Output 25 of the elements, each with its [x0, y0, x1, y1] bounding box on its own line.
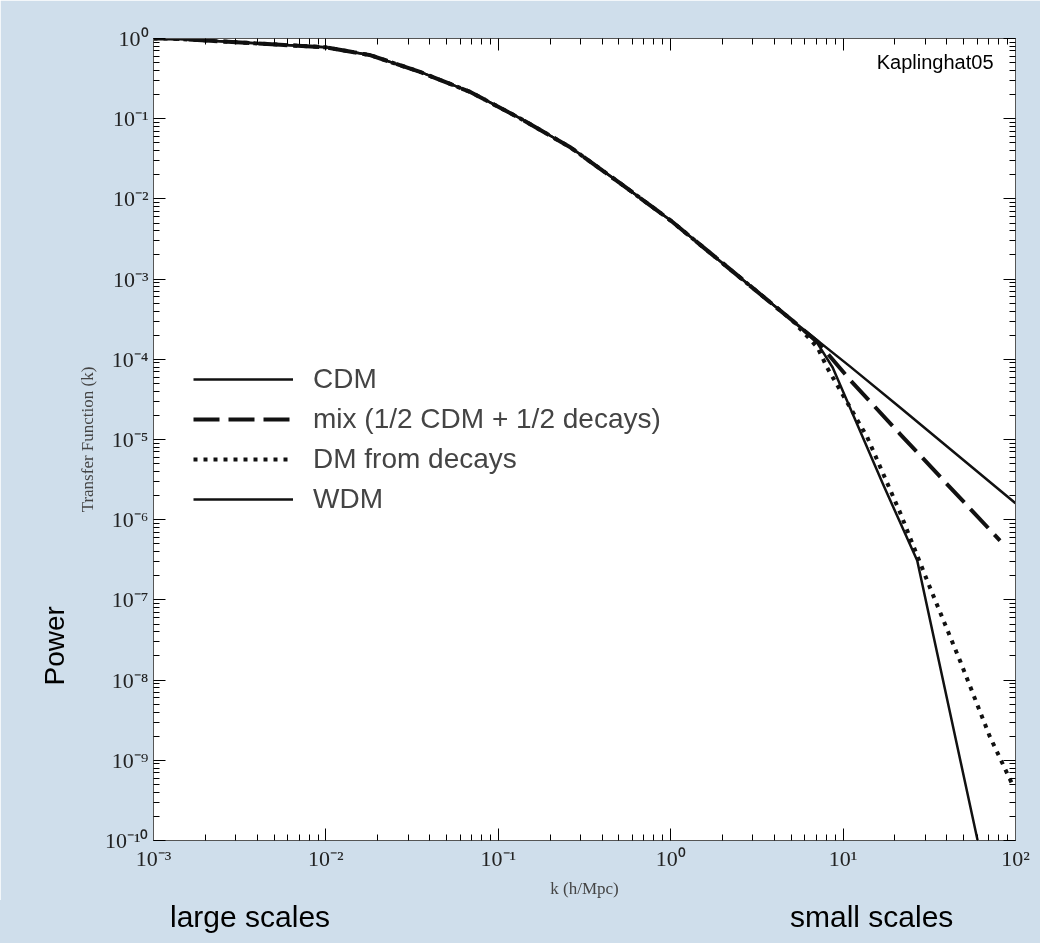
- x-tick-label: 10⁻¹: [480, 845, 517, 871]
- legend-label: mix (1/2 CDM + 1/2 decays): [313, 403, 661, 435]
- y-tick-label: 10⁻⁹: [111, 747, 149, 773]
- annotation: Kaplinghat05: [876, 50, 994, 73]
- text: large scales: [170, 900, 331, 934]
- x-tick-label: 10⁰: [655, 845, 686, 871]
- legend-label: DM from decays: [313, 443, 517, 475]
- y-axis-title: Transfer Function (k): [77, 366, 97, 513]
- legend-label: WDM: [313, 483, 383, 515]
- legend-label: CDM: [313, 363, 377, 395]
- y-tick-label: 10⁻¹: [112, 106, 149, 132]
- y-tick-label: 10⁻⁸: [111, 667, 149, 693]
- y-tick-label: 10⁻³: [112, 266, 149, 292]
- y-tick-label: 10⁻⁷: [111, 587, 149, 613]
- y-tick-label: 10⁻²: [112, 186, 149, 212]
- x-axis-title: k (h/Mpc): [550, 878, 619, 898]
- y-tick-label: 10⁻⁶: [111, 507, 149, 533]
- x-tick-label: 10²: [1001, 845, 1031, 871]
- text: small scales: [790, 900, 954, 934]
- x-tick-label: 10⁻²: [308, 845, 345, 871]
- y-tick-label: 10⁻⁴: [111, 346, 149, 372]
- y-tick-label: 10⁰: [118, 26, 149, 51]
- y-tick-label: 10⁻⁵: [111, 427, 149, 452]
- text: Power: [38, 606, 70, 686]
- x-tick-label: 10¹: [828, 845, 858, 871]
